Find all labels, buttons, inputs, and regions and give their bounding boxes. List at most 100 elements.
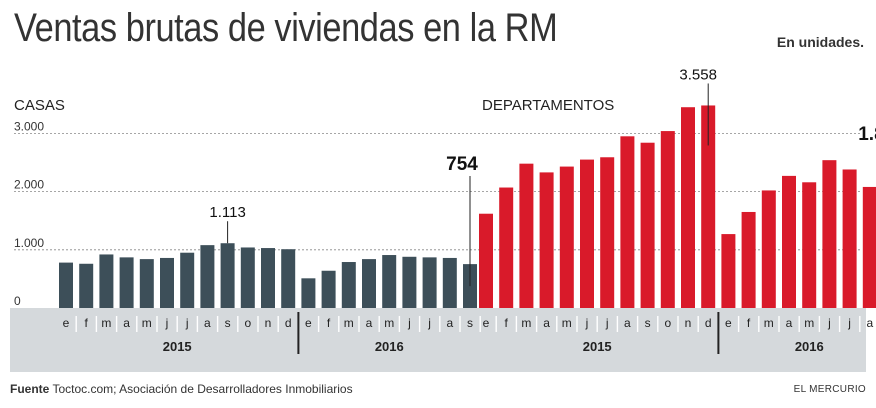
annotation-label: 754 — [446, 154, 478, 175]
month-label: o — [664, 316, 671, 330]
month-label: m — [101, 316, 111, 330]
y-tick-label: 3.000 — [14, 119, 44, 133]
month-label: j — [585, 316, 589, 330]
page-title: Ventas brutas de viviendas en la RM — [14, 6, 558, 50]
month-label: m — [384, 316, 394, 330]
casas-bar — [281, 249, 296, 308]
casas-bar — [321, 270, 336, 308]
departamentos-bar — [580, 159, 594, 308]
y-tick-label: 0 — [14, 294, 21, 308]
month-label: a — [446, 316, 453, 330]
departamentos-bar — [640, 142, 655, 308]
month-label: d — [285, 316, 292, 330]
month-label: m — [764, 316, 774, 330]
panel-title-casas: CASAS — [14, 97, 65, 114]
departamentos-bar — [681, 107, 695, 309]
annotation-label: 3.558 — [679, 66, 717, 83]
month-label: a — [204, 316, 211, 330]
month-label: e — [63, 316, 70, 330]
month-label: j — [165, 316, 169, 330]
casas-bar — [402, 256, 417, 308]
departamentos-bar — [620, 136, 635, 308]
month-label: m — [562, 316, 572, 330]
casas-bar — [301, 278, 316, 308]
casas-bar — [261, 248, 275, 308]
departamentos-bar — [741, 211, 756, 308]
month-label: e — [725, 316, 732, 330]
month-label: a — [866, 316, 873, 330]
departamentos-bar — [802, 182, 817, 308]
departamentos-bar — [660, 131, 675, 308]
year-label: 2016 — [795, 339, 824, 354]
month-label: o — [244, 316, 251, 330]
month-label: f — [85, 316, 89, 330]
units-note: En unidades. — [776, 34, 864, 50]
casas-bar — [59, 262, 73, 308]
month-label: m — [804, 316, 814, 330]
month-label: j — [827, 316, 831, 330]
month-label: j — [605, 316, 609, 330]
departamentos-bar — [782, 175, 796, 308]
month-label: s — [225, 316, 231, 330]
panel-title-departamentos: DEPARTAMENTOS — [482, 97, 614, 114]
month-label: a — [786, 316, 793, 330]
departamentos-bar — [479, 213, 493, 308]
departamentos-bar — [761, 190, 776, 308]
footer-brand: EL MERCURIO — [793, 384, 866, 395]
month-label: j — [427, 316, 431, 330]
month-label: n — [265, 316, 272, 330]
casas-bar — [119, 257, 134, 308]
departamentos-bar — [701, 105, 716, 309]
year-label: 2015 — [583, 339, 612, 354]
casas-bar — [139, 259, 154, 308]
month-label: m — [521, 316, 531, 330]
departamentos-bar — [842, 169, 857, 308]
casas-bar — [362, 259, 376, 308]
casas-bar — [442, 257, 457, 308]
month-label: n — [685, 316, 692, 330]
month-label: f — [505, 316, 509, 330]
month-label: s — [645, 316, 651, 330]
month-label: d — [705, 316, 712, 330]
month-label: j — [407, 316, 411, 330]
annotation-label: 1.113 — [209, 204, 245, 221]
month-label: j — [185, 316, 189, 330]
casas-bar — [240, 247, 255, 308]
casas-bar — [200, 245, 215, 308]
casas-bar — [180, 252, 195, 308]
month-label: s — [467, 316, 473, 330]
axis-band — [10, 308, 866, 372]
casas-bar — [422, 257, 437, 308]
y-tick-label: 2.000 — [14, 178, 44, 192]
casas-bar — [160, 257, 174, 308]
year-label: 2015 — [163, 339, 192, 354]
departamentos-bar — [499, 187, 514, 308]
departamentos-bar — [721, 234, 736, 308]
departamentos-bar — [600, 157, 615, 308]
month-label: a — [366, 316, 373, 330]
month-label: j — [847, 316, 851, 330]
month-label: a — [624, 316, 631, 330]
month-label: m — [344, 316, 354, 330]
month-label: f — [327, 316, 331, 330]
casas-bar — [341, 262, 356, 308]
departamentos-bar — [862, 186, 876, 308]
departamentos-bar — [822, 160, 837, 308]
month-label: a — [123, 316, 130, 330]
departamentos-bar — [519, 163, 534, 308]
source-label: Fuente — [10, 382, 50, 396]
casas-bar — [99, 254, 114, 308]
y-tick-label: 1.000 — [14, 236, 44, 250]
casas-bar — [79, 263, 94, 308]
departamentos-bar — [539, 172, 554, 308]
casas-bar — [382, 255, 397, 308]
month-label: m — [142, 316, 152, 330]
source-text: Toctoc.com; Asociación de Desarrolladore… — [49, 382, 353, 396]
month-label: a — [543, 316, 550, 330]
year-label: 2016 — [375, 339, 404, 354]
footer-source: Fuente Toctoc.com; Asociación de Desarro… — [10, 382, 353, 396]
departamentos-bar — [559, 166, 574, 308]
annotation-label: 1.880 — [858, 124, 876, 145]
month-label: f — [747, 316, 751, 330]
